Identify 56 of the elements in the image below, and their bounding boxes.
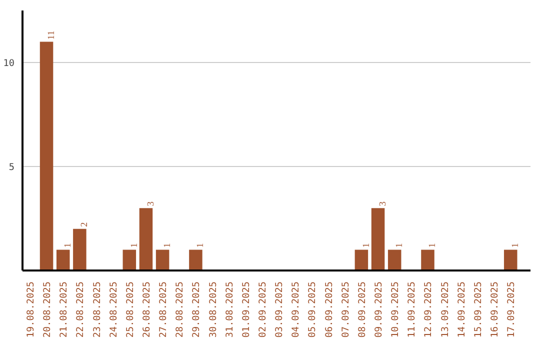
x-tick-label: 09.09.2025: [374, 281, 385, 338]
y-tick-label: 10: [3, 58, 15, 69]
bar: [56, 250, 70, 270]
x-tick-label: 11.09.2025: [406, 281, 418, 338]
x-tick-label: 01.09.2025: [240, 281, 252, 338]
data-label: 1: [196, 242, 206, 248]
bar: [156, 250, 170, 270]
x-tick-label: 16.09.2025: [490, 281, 501, 338]
x-tick-label: 13.09.2025: [440, 281, 451, 338]
x-tick-label: 30.08.2025: [208, 281, 219, 338]
x-tick-label: 22.08.2025: [75, 281, 86, 338]
x-tick-label: 08.09.2025: [356, 281, 368, 338]
x-tick-label: 06.09.2025: [324, 281, 335, 338]
bar: [354, 250, 368, 270]
x-tick-label: 28.08.2025: [174, 281, 186, 338]
x-tick-label: 25.08.2025: [124, 281, 136, 338]
x-tick-label: 29.08.2025: [191, 281, 202, 338]
x-tick-label: 27.08.2025: [158, 281, 170, 338]
data-label: 1: [64, 242, 74, 248]
x-tick-label: 07.09.2025: [340, 281, 352, 338]
x-tick-label: 05.09.2025: [307, 281, 318, 338]
x-tick-label: 03.09.2025: [274, 281, 286, 338]
data-label: 1: [511, 242, 522, 248]
data-label: 1: [362, 242, 372, 248]
data-label: 2: [80, 222, 90, 227]
x-tick-label: 26.08.2025: [141, 281, 152, 338]
bar: [371, 208, 385, 270]
data-label: 1: [395, 242, 406, 248]
bar: [73, 228, 86, 270]
x-tick-label: 04.09.2025: [290, 281, 302, 338]
x-tick-label: 24.08.2025: [108, 281, 120, 338]
data-label: 1: [163, 242, 174, 248]
x-tick-label: 15.09.2025: [472, 281, 484, 338]
x-tick-label: 31.08.2025: [224, 281, 236, 338]
x-tick-label: 10.09.2025: [390, 281, 402, 338]
y-tick-label: 5: [8, 162, 15, 173]
bar: [504, 250, 518, 270]
bar: [388, 250, 402, 270]
data-label: 3: [146, 201, 156, 206]
x-tick-label: 12.09.2025: [423, 281, 434, 338]
x-tick-label: 21.08.2025: [58, 281, 70, 338]
x-tick-label: 02.09.2025: [258, 281, 268, 338]
x-tick-label: 17.09.2025: [506, 281, 518, 338]
bar: [122, 250, 136, 270]
x-tick-label: 23.08.2025: [92, 281, 103, 338]
data-label: 1: [428, 242, 438, 248]
x-tick-label: 19.08.2025: [25, 281, 36, 338]
x-tick-label: 14.09.2025: [456, 281, 468, 338]
bar: [139, 208, 153, 270]
data-label: 3: [378, 201, 389, 206]
data-label: 11: [47, 30, 58, 40]
bar: [421, 250, 434, 270]
bar: [40, 42, 54, 270]
data-label: 1: [130, 242, 140, 248]
x-tick-label: 20.08.2025: [42, 281, 54, 338]
bar: [189, 250, 202, 270]
